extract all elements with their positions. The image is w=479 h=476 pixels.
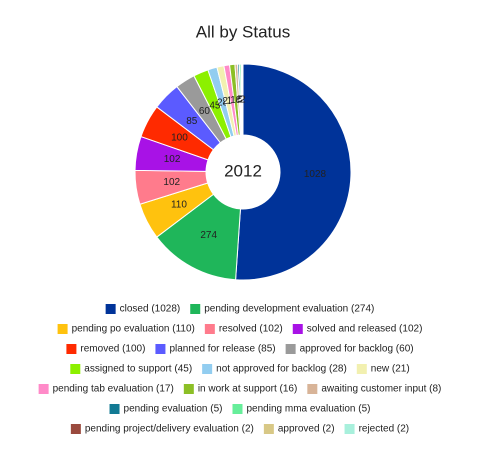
legend-label: approved (2) [278, 424, 335, 435]
data-label: 16 [230, 95, 242, 106]
legend-label: closed (1028) [120, 304, 181, 315]
legend-swatch [57, 324, 68, 334]
legend-swatch [70, 424, 81, 434]
data-label: 28 [217, 98, 229, 109]
legend-label: approved for backlog (60) [300, 344, 414, 355]
legend-swatch [307, 384, 318, 394]
legend-swatch [202, 364, 213, 374]
data-label: 45 [209, 100, 221, 111]
legend-swatch [263, 424, 274, 434]
legend-swatch [70, 364, 81, 374]
data-label: 85 [186, 116, 198, 127]
legend-row: pending po evaluation (110) resolved (102… [57, 324, 423, 335]
legend-label: resolved (102) [219, 324, 283, 335]
legend-row: pending tab evaluation (17) in work at su… [38, 384, 441, 395]
legend-swatch [66, 344, 77, 354]
legend-label: not approved for backlog (28) [216, 364, 347, 375]
legend-row: closed (1028) pending development evaluat… [105, 304, 374, 315]
legend-swatch [109, 404, 120, 414]
legend-row: removed (100) planned for release (85) app… [66, 344, 414, 355]
legend-label: in work at support (16) [198, 384, 298, 395]
legend-swatch [204, 324, 215, 334]
legend-swatch [285, 344, 296, 354]
data-label: 110 [171, 200, 187, 211]
legend-label: planned for release (85) [169, 344, 275, 355]
data-label: 102 [164, 154, 181, 165]
chart-title: All by Status [196, 22, 291, 41]
legend-swatch [155, 344, 166, 354]
data-label: 2 [240, 95, 246, 106]
legend-label: pending project/delivery evaluation (2) [85, 424, 254, 435]
legend-label: new (21) [371, 364, 410, 375]
legend-label: pending tab evaluation (17) [53, 384, 174, 395]
data-label: 21 [222, 96, 234, 107]
slice [235, 63, 352, 281]
legend-swatch [232, 404, 243, 414]
legend-swatch [38, 384, 49, 394]
legend-label: assigned to support (45) [84, 364, 192, 375]
data-label: 8 [236, 95, 242, 106]
legend-label: solved and released (102) [307, 324, 423, 335]
data-label: 100 [171, 133, 188, 144]
legend-swatch [183, 384, 194, 394]
legend-row: pending project/delivery evaluation (2) a… [70, 424, 410, 435]
legend-swatch [356, 364, 367, 374]
legend-swatch [292, 324, 303, 334]
legend-label: removed (100) [80, 344, 145, 355]
legend-label: pending mma evaluation (5) [247, 404, 371, 415]
legend-swatch [105, 304, 116, 314]
data-label: 102 [163, 177, 180, 188]
data-label: 274 [200, 230, 217, 241]
legend-swatch [344, 424, 355, 434]
data-label: 60 [199, 106, 211, 117]
legend-label: awaiting customer input (8) [321, 384, 441, 395]
data-label: 17 [227, 95, 239, 106]
legend-label: pending po evaluation (110) [72, 324, 195, 335]
legend-swatch [190, 304, 201, 314]
total-label: 2012 [224, 161, 262, 180]
legend-row: pending evaluation (5) pending mma evalua… [109, 404, 371, 415]
data-label: 1028 [304, 169, 327, 180]
legend-label: pending evaluation (5) [124, 404, 223, 415]
legend-label: rejected (2) [359, 424, 410, 435]
legend-row: assigned to support (45) not approved for… [70, 364, 410, 375]
legend-label: pending development evaluation (274) [204, 304, 374, 315]
slice [241, 63, 244, 136]
